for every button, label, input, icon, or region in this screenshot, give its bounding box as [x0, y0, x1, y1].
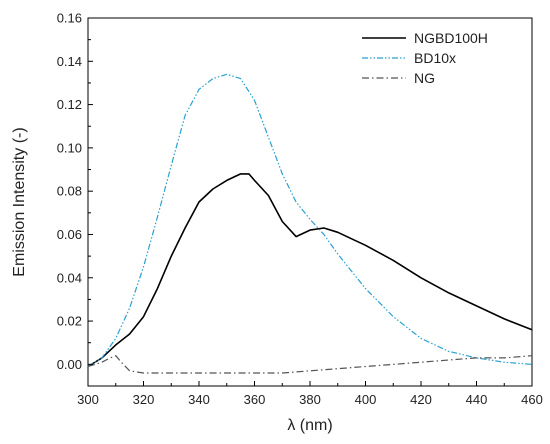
- y-axis-title: Emission Intensity (-): [11, 127, 28, 276]
- x-tick-label: 440: [466, 392, 488, 407]
- series-line-ng: [87, 355, 533, 374]
- plot-area: [87, 17, 533, 387]
- x-axis-title: λ (nm): [287, 417, 332, 434]
- y-tick-label: 0.04: [57, 270, 82, 285]
- series-line-bd10x: [87, 73, 533, 368]
- legend-label: BD10x: [414, 50, 456, 66]
- y-tick-label: 0.08: [57, 184, 82, 199]
- x-tick-label: 420: [410, 392, 432, 407]
- plot-frame: [87, 17, 533, 387]
- x-tick-label: 340: [188, 392, 210, 407]
- legend-label: NGBD100H: [414, 30, 488, 46]
- legend: NGBD100H BD10x NG: [362, 30, 488, 86]
- y-tick-label: 0.10: [57, 140, 82, 155]
- x-axis: 300 320 340 360 380 400 420 440 460: [77, 381, 543, 407]
- y-axis: 0.00 0.02 0.04 0.06 0.08 0.10 0.12 0.14 0.16: [57, 11, 93, 372]
- legend-label: NG: [414, 70, 435, 86]
- x-tick-label: 380: [299, 392, 321, 407]
- y-tick-label: 0.06: [57, 227, 82, 242]
- y-tick-label: 0.12: [57, 97, 82, 112]
- y-tick-label: 0.02: [57, 314, 82, 329]
- series-line-ngbd100h: [87, 173, 533, 368]
- x-tick-label: 300: [77, 392, 99, 407]
- x-tick-label: 360: [244, 392, 266, 407]
- y-tick-label: 0.00: [57, 357, 82, 372]
- x-tick-label: 400: [355, 392, 377, 407]
- x-tick-label: 460: [521, 392, 543, 407]
- y-tick-label: 0.14: [57, 54, 82, 69]
- x-tick-label: 320: [133, 392, 155, 407]
- series-layer: [87, 73, 533, 374]
- y-tick-label: 0.16: [57, 11, 82, 26]
